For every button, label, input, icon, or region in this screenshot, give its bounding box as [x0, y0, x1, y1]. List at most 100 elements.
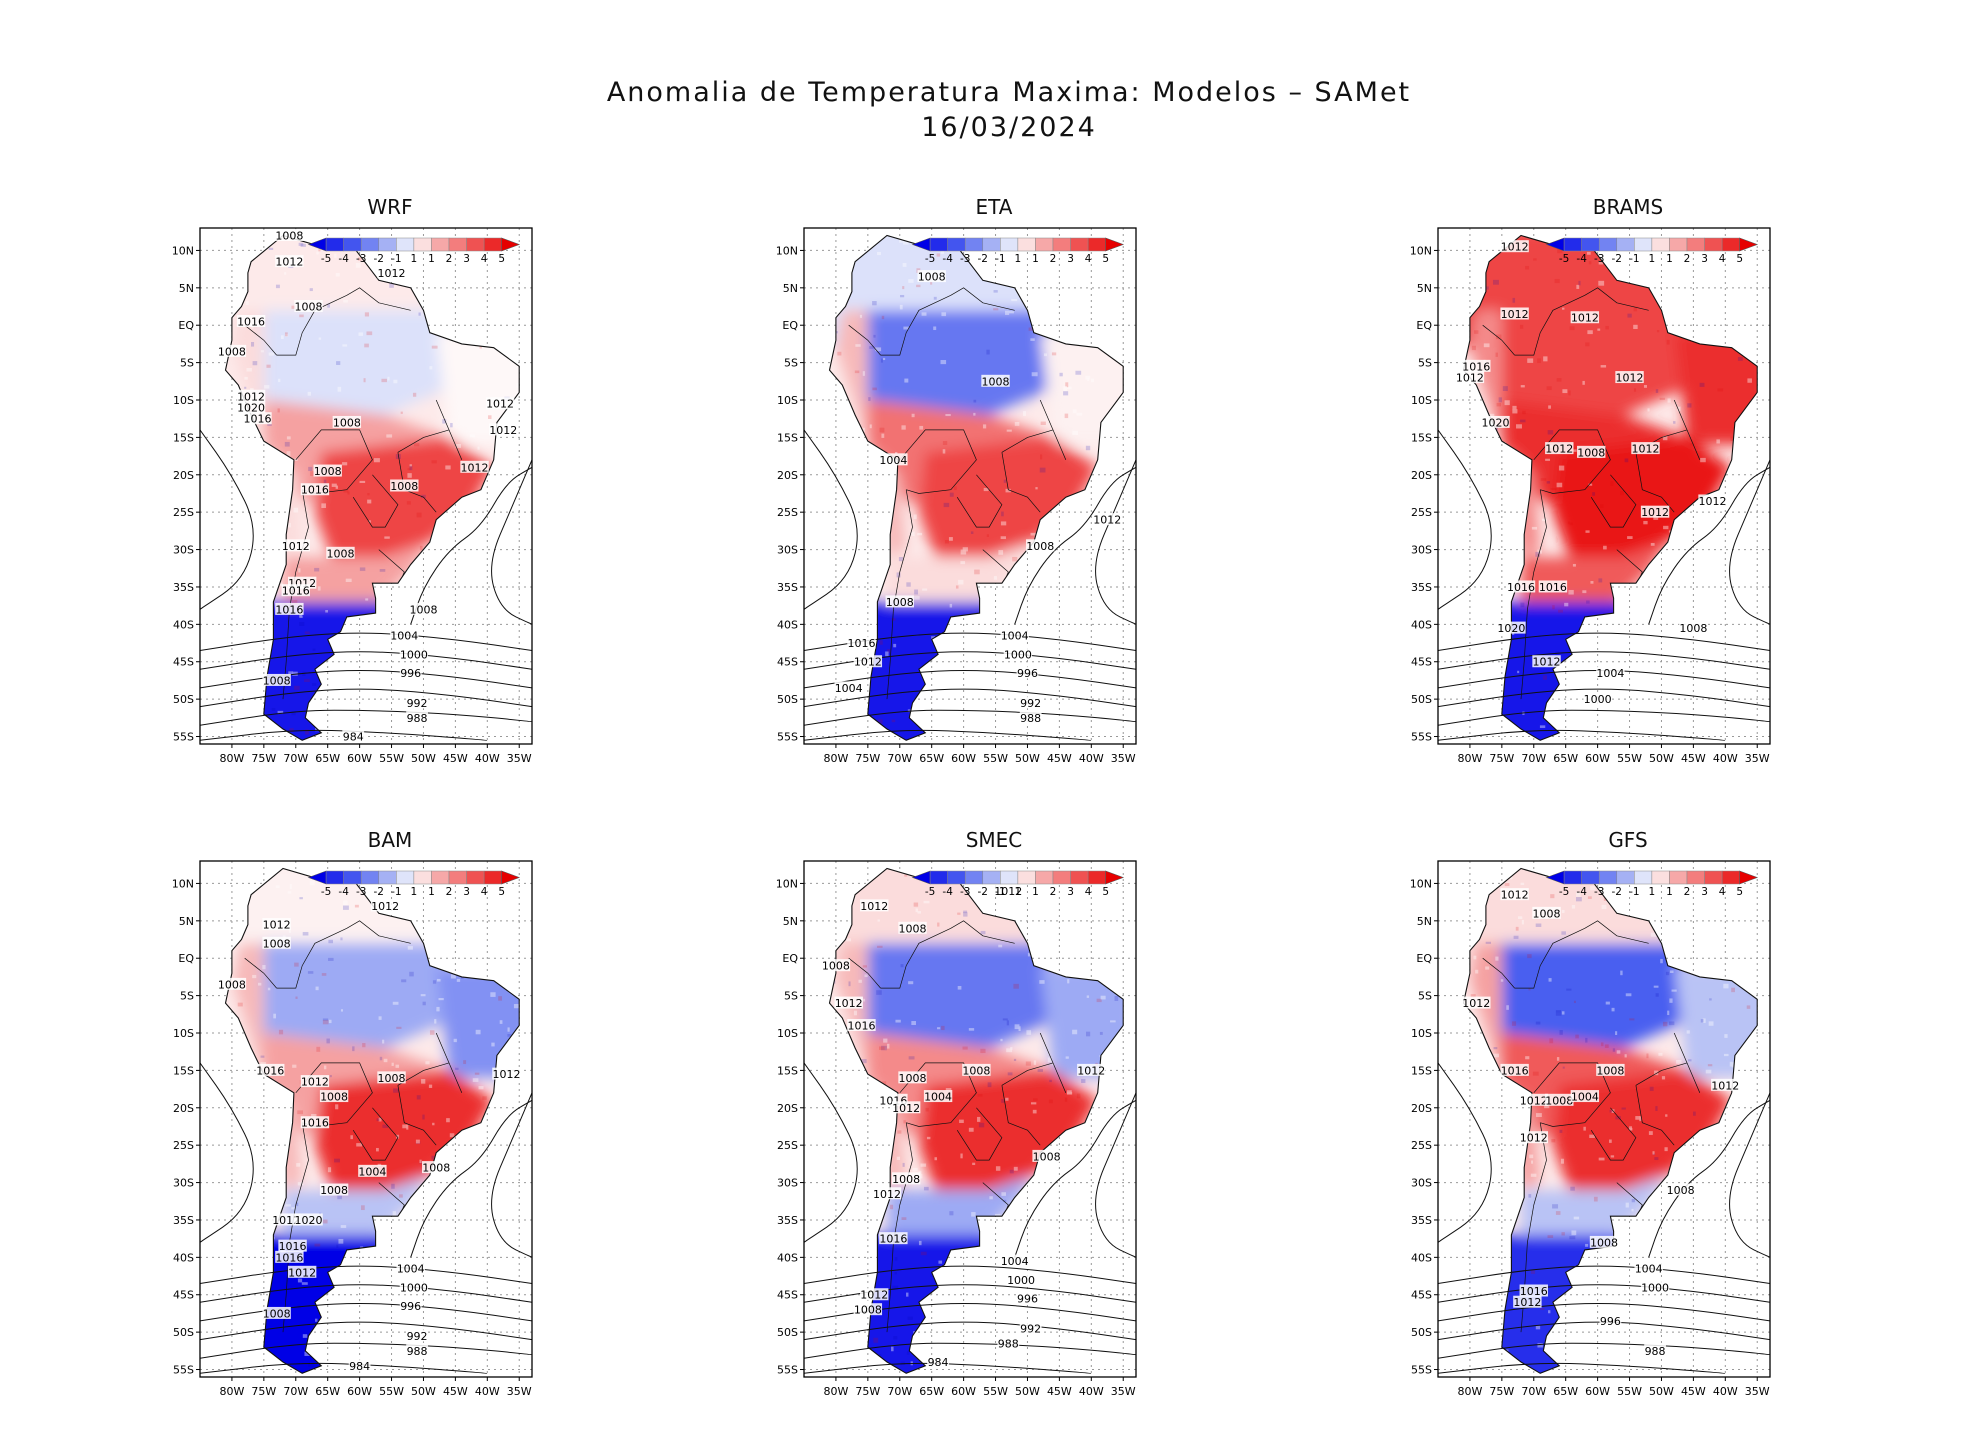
isobar-label: 1012 [1093, 513, 1122, 527]
isobar-label: 996 [1599, 1314, 1622, 1328]
colorbar-label: -5 [1559, 253, 1569, 265]
isobar-label: 1008 [377, 1071, 406, 1085]
isobar-label: 1016 [236, 314, 266, 328]
svg-text:1016: 1016 [879, 1233, 907, 1246]
isobar-label: 1008 [409, 602, 438, 616]
colorbar-label: 2 [1684, 886, 1691, 898]
svg-text:1012: 1012 [1513, 1296, 1541, 1309]
latitude-tick-label: 10N [776, 877, 798, 890]
colorbar-label: 5 [1736, 253, 1743, 265]
longitude-tick-label: 55W [1617, 752, 1642, 765]
colorbar-label: 1 [1032, 253, 1039, 265]
colorbar-label: -2 [978, 886, 988, 898]
svg-text:1012: 1012 [237, 390, 265, 403]
longitude-tick-label: 45W [1681, 1385, 1706, 1398]
isobar-label: 1008 [821, 959, 851, 973]
latitude-tick-label: 30S [777, 544, 798, 557]
colorbar-label: -4 [1576, 886, 1587, 898]
isobar-label: 1008 [294, 300, 323, 314]
anomaly-map: 1008 1008 1004 1012 1008 1008 1004 1016 1000 1012… [776, 227, 1137, 765]
isobar-label: 1008 [422, 1161, 451, 1175]
longitude-tick-label: 80W [1457, 752, 1482, 765]
svg-text:1008: 1008 [962, 1064, 990, 1077]
svg-text:1008: 1008 [1033, 1150, 1061, 1163]
isobar-label: 1016 [1500, 1063, 1529, 1077]
isobar-label: 1016 [275, 1250, 304, 1264]
colorbar-label: 5 [1102, 886, 1109, 898]
latitude-tick-label: 10N [172, 877, 194, 890]
svg-text:1008: 1008 [899, 922, 927, 935]
isobar-label: 1012 [891, 1101, 921, 1115]
longitude-tick-label: 70W [283, 752, 308, 765]
colorbar-label: -1 [1629, 253, 1639, 265]
svg-text:1012: 1012 [1501, 241, 1529, 254]
svg-text:1008: 1008 [263, 937, 291, 950]
latitude-tick-label: 25S [173, 1139, 194, 1152]
longitude-tick-label: 45W [443, 1385, 468, 1398]
svg-text:984: 984 [928, 1356, 949, 1369]
latitude-tick-label: 40S [173, 618, 194, 631]
anomaly-region-southeast [918, 437, 1098, 565]
colorbar-label: 1 [1032, 886, 1039, 898]
coastline [1462, 234, 1758, 741]
colorbar-label: 3 [1701, 886, 1708, 898]
latitude-tick-label: 25S [777, 1139, 798, 1152]
coastline [224, 234, 520, 741]
isobar-label: 1012 [834, 996, 863, 1010]
svg-text:1012: 1012 [1545, 443, 1573, 456]
svg-text:1008: 1008 [822, 960, 850, 973]
colorbar-label: 1 [411, 886, 418, 898]
latitude-tick-label: 10N [172, 244, 194, 257]
longitude-tick-label: 60W [951, 752, 976, 765]
longitude-tick-label: 35W [1745, 752, 1770, 765]
longitude-tick-label: 80W [823, 1385, 848, 1398]
isobar-lines [1438, 1062, 1770, 1374]
latitude-tick-label: 10N [1410, 877, 1432, 890]
isobar-label: 1004 [879, 453, 908, 467]
svg-text:1012: 1012 [492, 1068, 520, 1081]
svg-text:1008: 1008 [1545, 1094, 1573, 1107]
svg-text:1008: 1008 [378, 1072, 406, 1085]
latitude-tick-label: 15S [1411, 1064, 1432, 1077]
longitude-tick-label: 60W [951, 1385, 976, 1398]
isobar-label: 1012 [1519, 1093, 1548, 1107]
svg-text:1000: 1000 [1004, 648, 1032, 661]
isobar-label: 1008 [1532, 906, 1561, 920]
isobar-label: 1020 [1481, 415, 1510, 429]
longitude-tick-label: 70W [1521, 1385, 1546, 1398]
isobar-label: 1004 [1000, 1254, 1029, 1268]
svg-text:1008: 1008 [320, 1184, 348, 1197]
isobar-label: 1008 [1589, 1235, 1619, 1249]
colorbar-label: 1 [1649, 886, 1656, 898]
latitude-tick-label: 35S [777, 1214, 798, 1227]
latitude-tick-label: 45S [777, 1289, 798, 1302]
isobar-label: 1012 [271, 1213, 301, 1227]
latitude-tick-label: 15S [777, 1064, 798, 1077]
isobar-label: 1012 [1462, 996, 1491, 1010]
isobar-label: 1008 [262, 673, 291, 687]
svg-text:984: 984 [343, 731, 364, 744]
colorbar-label: 4 [481, 886, 488, 898]
colorbar-label: -3 [960, 886, 970, 898]
svg-text:996: 996 [1600, 1315, 1621, 1328]
isobar-label: 992 [406, 696, 428, 710]
longitude-tick-label: 50W [1649, 752, 1674, 765]
latitude-tick-label: 10S [173, 1027, 194, 1040]
svg-text:1020: 1020 [1497, 622, 1525, 635]
svg-text:1008: 1008 [1533, 907, 1561, 920]
isobar-label: 1012 [300, 1075, 330, 1089]
coastline [828, 867, 1124, 1374]
svg-text:1012: 1012 [1093, 514, 1121, 527]
latitude-tick-label: 30S [173, 1177, 194, 1190]
svg-text:1008: 1008 [409, 603, 437, 616]
svg-text:1008: 1008 [218, 345, 246, 358]
svg-text:1012: 1012 [301, 1076, 329, 1089]
longitude-tick-label: 75W [251, 752, 276, 765]
latitude-tick-label: 10S [1411, 1027, 1432, 1040]
svg-text:1008: 1008 [854, 1304, 882, 1317]
latitude-tick-label: 10N [776, 244, 798, 257]
isobar-label: 1012 [994, 884, 1023, 898]
longitude-tick-label: 60W [1585, 1385, 1610, 1398]
colorbar-label: 1 [411, 253, 418, 265]
isobar-label: 1004 [390, 629, 419, 643]
